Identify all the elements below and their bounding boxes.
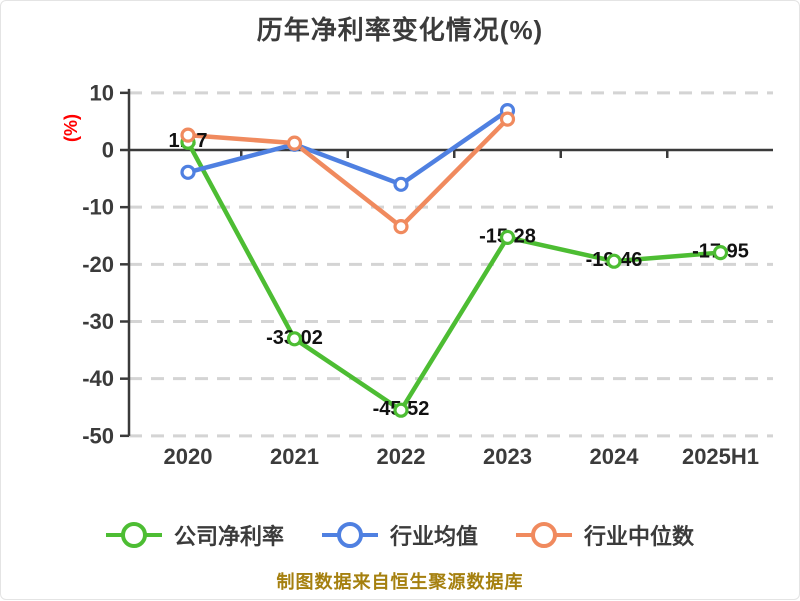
- x-tick-label: 2023: [483, 444, 532, 469]
- y-tick-label: -50: [82, 423, 114, 448]
- legend-circle-company: [120, 522, 147, 548]
- company-net-margin-line: [185, 139, 723, 413]
- x-tick-label: 2020: [164, 444, 213, 469]
- legend-item-industry-median[interactable]: 行业中位数: [516, 519, 694, 551]
- chart-title: 历年净利率变化情况(%): [256, 15, 544, 45]
- industry-median-line: [185, 116, 510, 229]
- industry-median-point: [393, 219, 409, 235]
- company-net-margin-point: [499, 229, 516, 245]
- legend-circle-industry-mean: [336, 522, 363, 548]
- footer-source-note: 制图数据来自恒生聚源数据库: [276, 572, 524, 592]
- legend: 公司净利率 行业均值 行业中位数: [1, 519, 799, 551]
- x-tick-label: 2022: [377, 444, 426, 469]
- y-tick-label: 10: [90, 80, 114, 105]
- industry-mean-line: [185, 108, 510, 187]
- legend-marker-industry-median-icon: [516, 522, 572, 548]
- company-net-margin-point: [393, 402, 409, 418]
- company-net-margin-point: [606, 253, 622, 269]
- company-net-margin-point: [286, 331, 303, 347]
- y-tick-label: -40: [82, 366, 114, 391]
- legend-marker-company-icon: [105, 522, 162, 548]
- y-tick-label: -10: [82, 195, 114, 220]
- industry-median-point: [499, 111, 516, 127]
- x-tick-label: 2021: [270, 444, 319, 469]
- x-tick-label: 2025H1: [682, 444, 759, 469]
- legend-label-industry-median: 行业中位数: [584, 524, 695, 549]
- legend-item-company-net-margin[interactable]: 公司净利率: [105, 519, 284, 551]
- x-tick-label: 2024: [590, 444, 640, 469]
- legend-circle-industry-median: [531, 522, 557, 548]
- industry-mean-point: [180, 164, 196, 180]
- industry-mean-point: [393, 176, 409, 192]
- legend-label-industry-mean: 行业均值: [389, 524, 478, 549]
- legend-item-industry-mean[interactable]: 行业均值: [321, 519, 478, 551]
- legend-marker-industry-mean-icon: [321, 522, 378, 548]
- industry-median-point: [180, 127, 196, 143]
- y-tick-label: 0: [102, 138, 114, 163]
- industry-median-point: [286, 135, 303, 151]
- y-tick-label: -20: [82, 252, 114, 277]
- legend-label-company-net-margin: 公司净利率: [173, 524, 284, 549]
- y-tick-label: -30: [82, 309, 114, 334]
- company-net-margin-point: [712, 245, 729, 261]
